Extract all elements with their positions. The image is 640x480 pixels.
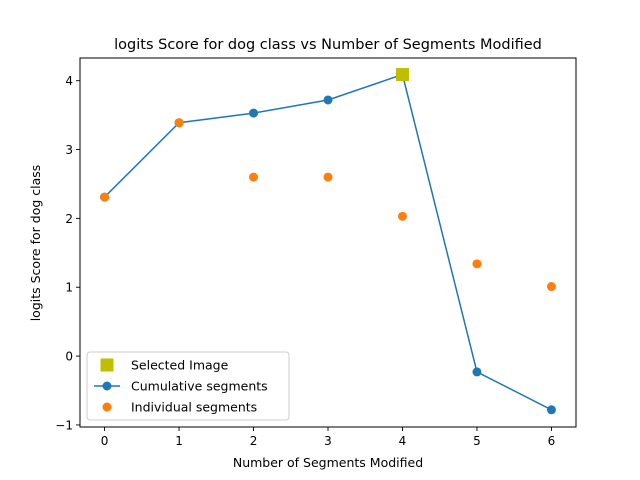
legend-label: Cumulative segments — [131, 379, 268, 394]
individual-point — [174, 118, 184, 128]
individual-point — [397, 211, 407, 221]
x-tick-label: 2 — [250, 434, 258, 448]
y-axis-label: logits Score for dog class — [28, 165, 43, 322]
x-tick-label: 6 — [548, 434, 556, 448]
y-tick-label: 2 — [65, 212, 73, 226]
individual-point — [323, 172, 333, 182]
x-tick-label: 4 — [399, 434, 407, 448]
legend-swatch-selected-image — [100, 358, 114, 372]
selected-image-marker — [395, 68, 409, 82]
legend-swatch-individual — [102, 402, 112, 412]
cumulative-point — [546, 405, 556, 415]
legend-swatch-cumulative-marker — [102, 381, 112, 391]
x-tick-label: 1 — [175, 434, 183, 448]
legend-box — [86, 351, 290, 421]
cumulative-point — [472, 367, 482, 377]
y-tick-label: 1 — [65, 281, 73, 295]
cumulative-point — [323, 95, 333, 105]
individual-point — [100, 192, 110, 202]
legend-label: Selected Image — [131, 358, 229, 373]
plot-area: 0 1 2 3 4 5 6 −1 0 1 2 3 4 Selected Image Cumulative s… — [55, 57, 577, 448]
y-tick-label: 3 — [65, 143, 73, 157]
legend-label: Individual segments — [131, 400, 257, 415]
individual-point — [472, 259, 482, 269]
y-tick-label: −1 — [55, 418, 73, 432]
x-tick-label: 0 — [101, 434, 109, 448]
y-tick-label: 0 — [65, 350, 73, 364]
x-tick-label: 5 — [473, 434, 481, 448]
individual-point — [546, 282, 556, 292]
x-axis-label: Number of Segments Modified — [233, 455, 423, 470]
chart-title: logits Score for dog class vs Number of … — [114, 37, 542, 53]
individual-point — [249, 172, 259, 182]
x-tick-label: 3 — [324, 434, 332, 448]
cumulative-point — [249, 108, 259, 118]
y-tick-label: 4 — [65, 74, 73, 88]
